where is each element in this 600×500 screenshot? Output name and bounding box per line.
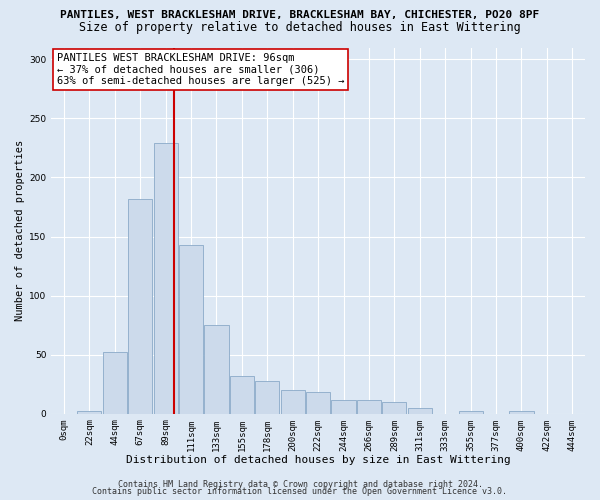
Bar <box>281 390 305 413</box>
Bar <box>103 352 127 414</box>
Bar <box>458 412 483 414</box>
Bar <box>205 325 229 414</box>
Text: Size of property relative to detached houses in East Wittering: Size of property relative to detached ho… <box>79 21 521 34</box>
Bar <box>154 143 178 413</box>
X-axis label: Distribution of detached houses by size in East Wittering: Distribution of detached houses by size … <box>126 455 511 465</box>
Text: Contains HM Land Registry data © Crown copyright and database right 2024.: Contains HM Land Registry data © Crown c… <box>118 480 482 489</box>
Bar <box>509 412 533 414</box>
Text: PANTILES WEST BRACKLESHAM DRIVE: 96sqm
← 37% of detached houses are smaller (306: PANTILES WEST BRACKLESHAM DRIVE: 96sqm ←… <box>56 53 344 86</box>
Text: Contains public sector information licensed under the Open Government Licence v3: Contains public sector information licen… <box>92 488 508 496</box>
Bar <box>230 376 254 414</box>
Y-axis label: Number of detached properties: Number of detached properties <box>15 140 25 321</box>
Bar <box>77 412 101 414</box>
Bar <box>306 392 330 413</box>
Bar <box>357 400 381 413</box>
Text: PANTILES, WEST BRACKLESHAM DRIVE, BRACKLESHAM BAY, CHICHESTER, PO20 8PF: PANTILES, WEST BRACKLESHAM DRIVE, BRACKL… <box>61 10 539 20</box>
Bar <box>255 380 280 414</box>
Bar <box>331 400 356 413</box>
Bar <box>382 402 406 413</box>
Bar <box>408 408 432 414</box>
Bar <box>128 198 152 414</box>
Bar <box>179 245 203 414</box>
